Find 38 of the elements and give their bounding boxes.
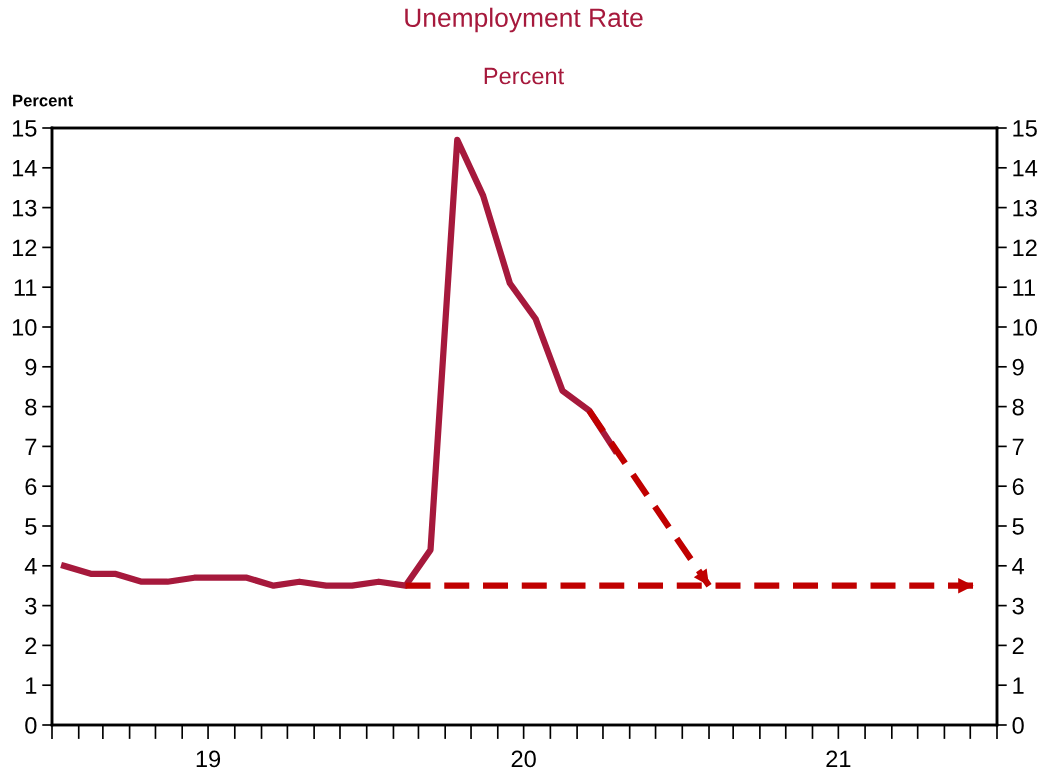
y2-tick-label: 7 <box>1012 438 1024 455</box>
y-tick-label: 1 <box>26 677 37 694</box>
y-tick-label: 2 <box>25 637 37 654</box>
y-tick-label: 7 <box>25 438 37 455</box>
x-tick-label: 21 <box>826 750 851 768</box>
y2-tick-label: 0 <box>1012 717 1024 734</box>
x-tick-label: 20 <box>511 750 536 768</box>
y2-tick-label: 10 <box>1013 319 1037 336</box>
y2-tick-label: 8 <box>1012 398 1024 416</box>
y2-tick-label: 2 <box>1012 637 1024 654</box>
y-tick-label: 8 <box>25 398 37 416</box>
y-axis-title: Percent <box>13 94 73 107</box>
y-tick-label: 0 <box>25 717 37 734</box>
x-tick-label: 19 <box>196 750 221 768</box>
y2-tick-label: 1 <box>1013 677 1024 694</box>
y-tick-label: 12 <box>12 239 37 256</box>
y2-tick-label: 11 <box>1013 279 1035 296</box>
y2-tick-label: 14 <box>1013 160 1038 177</box>
y2-tick-label: 15 <box>1013 120 1037 137</box>
y-tick-label: 13 <box>12 199 37 217</box>
y-tick-label: 14 <box>12 160 37 177</box>
y-tick-label: 3 <box>25 597 37 615</box>
y2-tick-label: 4 <box>1012 558 1025 575</box>
chart-subtitle: Percent <box>484 67 565 85</box>
y-tick-label: 6 <box>25 478 37 495</box>
y2-tick-label: 6 <box>1012 478 1024 495</box>
y2-tick-label: 5 <box>1012 518 1024 535</box>
chart-title: Unemployment Rate <box>405 7 643 33</box>
y-tick-label: 15 <box>12 120 37 137</box>
y2-tick-label: 9 <box>1012 358 1024 376</box>
y2-tick-label: 3 <box>1012 597 1024 615</box>
y-tick-label: 4 <box>24 558 37 575</box>
y-tick-label: 11 <box>14 279 37 296</box>
y-tick-label: 9 <box>25 358 37 376</box>
y2-tick-label: 12 <box>1013 239 1037 256</box>
y-tick-label: 5 <box>25 518 37 535</box>
y2-tick-label: 13 <box>1013 199 1037 217</box>
y-tick-label: 10 <box>12 319 37 336</box>
